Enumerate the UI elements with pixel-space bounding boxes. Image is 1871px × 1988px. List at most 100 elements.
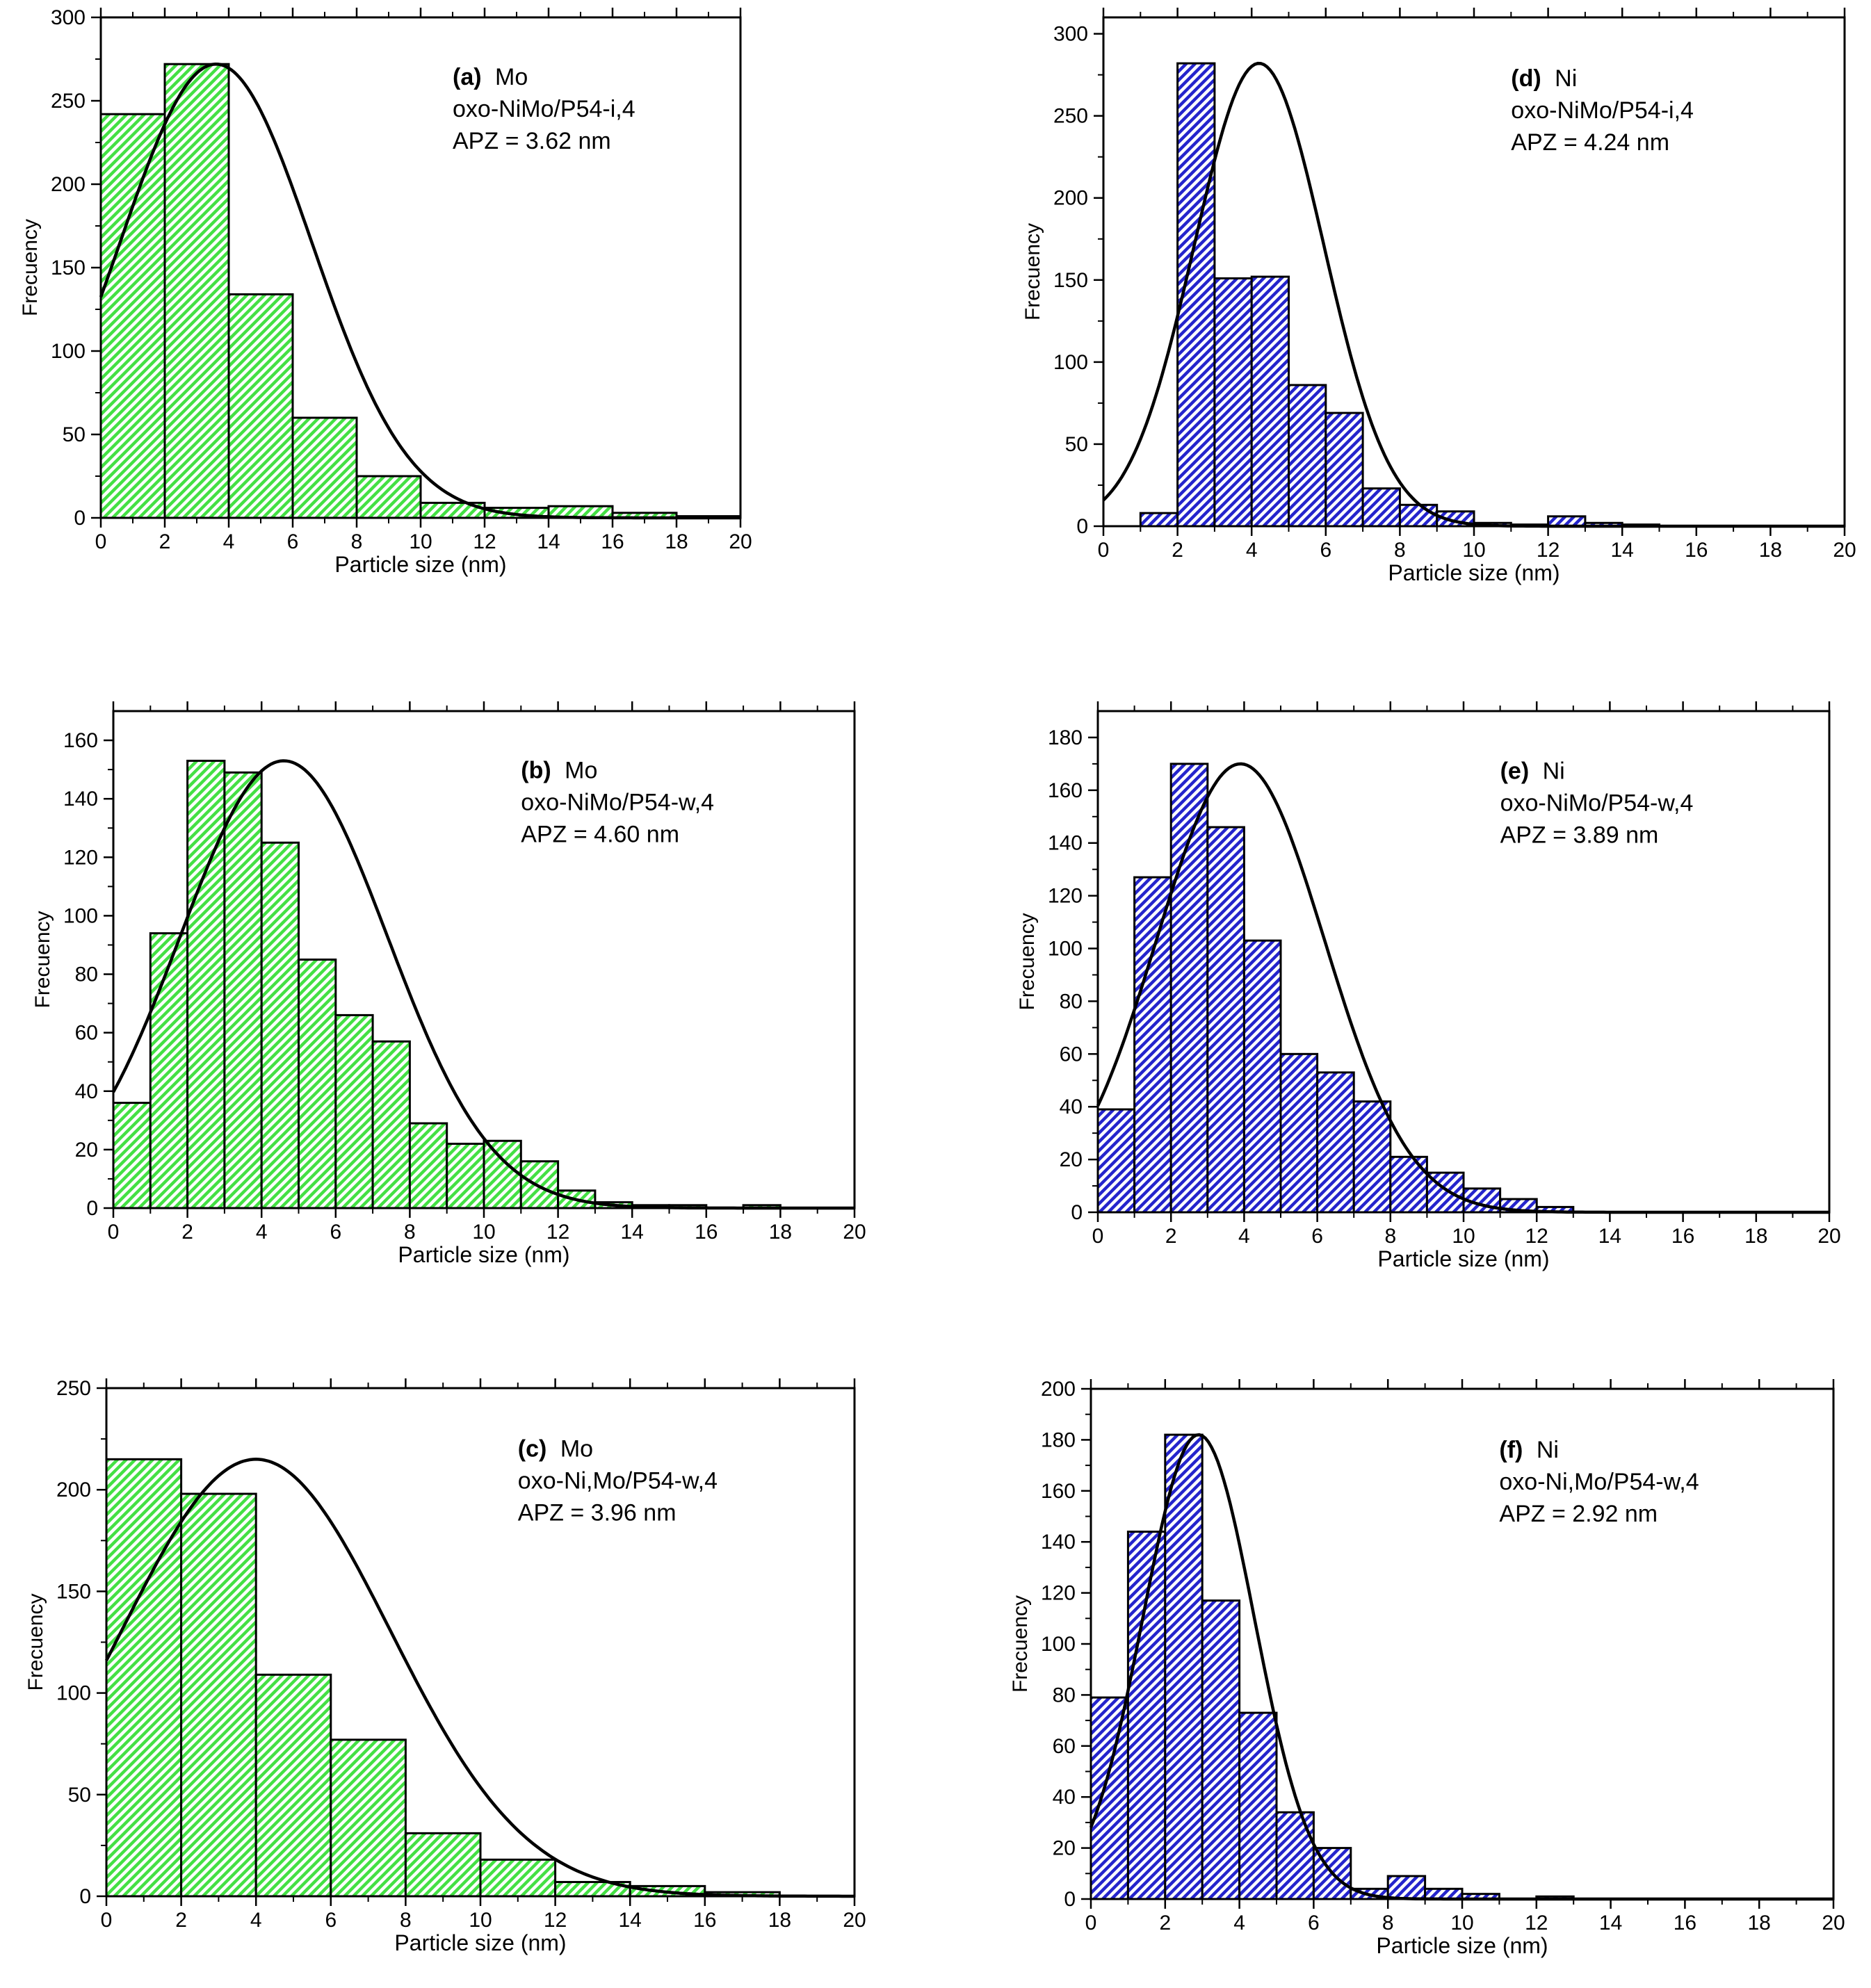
y-tick-label: 140 [1048, 832, 1083, 855]
y-axis-label: Frecuency [1009, 1595, 1032, 1693]
axis-ticks: 0 2 4 6 8 10 12 14 16 18 20 0 20 40 60 80 100 120 140 160 [63, 701, 866, 1244]
y-tick-label: 140 [63, 788, 98, 810]
histogram-bars [1096, 763, 1575, 1214]
x-tick-label: 2 [181, 1221, 193, 1244]
sample-label: oxo-NiMo/P54-w,4 [521, 790, 714, 816]
annotation-metal: (f) Ni [1499, 1437, 1559, 1463]
x-tick-label: 20 [1822, 1912, 1845, 1934]
y-tick-label: 150 [1053, 269, 1088, 292]
x-tick-label: 8 [404, 1221, 416, 1244]
x-axis-label: Particle size (nm) [334, 552, 506, 577]
y-axis-label: Frecuency [19, 219, 42, 316]
histogram-bar [163, 63, 230, 519]
histogram-bar [1133, 876, 1172, 1214]
apz-label: APZ = 4.60 nm [521, 822, 679, 848]
panel-f: 0 2 4 6 8 10 12 14 16 18 2002040608010012014016018… [1009, 1378, 1845, 1958]
histogram-bar [298, 959, 337, 1209]
y-tick-label: 180 [1048, 726, 1083, 749]
apz-label: APZ = 3.89 nm [1500, 822, 1659, 848]
y-tick-label: 0 [86, 1197, 98, 1220]
y-tick-label: 200 [51, 173, 86, 196]
histogram-bar [105, 1458, 183, 1898]
y-tick-label: 250 [51, 90, 86, 113]
histogram-bar [1169, 763, 1209, 1214]
histogram-bar [1275, 1811, 1315, 1900]
histogram-bar [483, 1139, 522, 1209]
x-tick-label: 6 [330, 1221, 341, 1244]
x-tick-label: 10 [472, 1221, 495, 1244]
annotation-metal: (e) Ni [1500, 758, 1565, 784]
histogram-bar [1096, 1108, 1136, 1214]
x-tick-label: 6 [1311, 1225, 1323, 1248]
histogram-bar [479, 1858, 557, 1898]
x-tick-label: 0 [1092, 1225, 1104, 1248]
histogram-bar [1325, 412, 1364, 528]
x-tick-label: 14 [619, 1909, 642, 1932]
x-tick-label: 10 [1452, 1225, 1475, 1248]
x-tick-label: 4 [1238, 1225, 1250, 1248]
annotation-metal: (c) Mo [518, 1436, 593, 1463]
panel-tag: (f) [1499, 1437, 1523, 1463]
x-tick-label: 18 [1748, 1912, 1771, 1934]
y-tick-label: 140 [1041, 1531, 1076, 1554]
y-tick-label: 0 [1071, 1201, 1083, 1224]
x-tick-label: 20 [729, 530, 752, 553]
histogram-bar [1213, 277, 1253, 528]
y-tick-label: 160 [63, 729, 98, 752]
x-tick-label: 14 [537, 530, 560, 553]
y-tick-label: 60 [1060, 1043, 1083, 1066]
x-tick-label: 0 [101, 1909, 113, 1932]
annotation-metal: (d) Ni [1511, 65, 1577, 92]
y-tick-label: 100 [56, 1682, 91, 1705]
x-tick-label: 12 [1537, 539, 1560, 562]
x-tick-label: 6 [287, 530, 299, 553]
y-tick-label: 60 [1053, 1735, 1076, 1758]
y-tick-label: 100 [51, 340, 86, 363]
histogram-bar [254, 1673, 332, 1898]
x-tick-label: 4 [250, 1909, 262, 1932]
x-tick-label: 16 [1671, 1225, 1694, 1248]
x-tick-label: 12 [544, 1909, 567, 1932]
x-tick-label: 0 [1085, 1912, 1097, 1934]
x-tick-label: 6 [1320, 539, 1331, 562]
histogram-bar [1398, 503, 1439, 528]
y-tick-label: 20 [75, 1139, 98, 1162]
x-tick-label: 18 [768, 1909, 791, 1932]
x-tick-label: 10 [409, 530, 432, 553]
x-tick-label: 16 [1685, 539, 1708, 562]
x-tick-label: 10 [1462, 539, 1485, 562]
histogram-bar [1352, 1100, 1392, 1214]
histogram-bar [99, 113, 166, 519]
x-tick-label: 4 [256, 1221, 268, 1244]
panel-tag: (b) [521, 758, 551, 784]
histogram-bar [355, 475, 422, 519]
y-tick-label: 20 [1060, 1148, 1083, 1171]
y-tick-label: 80 [1060, 990, 1083, 1013]
x-tick-label: 12 [473, 530, 496, 553]
histogram-bar [1164, 1433, 1204, 1900]
y-axis-label: Frecuency [31, 911, 54, 1008]
histogram-bar [1242, 939, 1282, 1214]
x-tick-label: 0 [1098, 539, 1110, 562]
histogram-bar [1361, 487, 1401, 528]
sample-label: oxo-Ni,Mo/P54-w,4 [1499, 1469, 1699, 1495]
panel-b: 0 2 4 6 8 10 12 14 16 18 20 0 20 40 60 80 100 120 140 160 P… [31, 701, 866, 1267]
y-tick-label: 250 [56, 1377, 91, 1400]
x-tick-label: 4 [1246, 539, 1258, 562]
x-tick-label: 2 [1159, 1912, 1171, 1934]
y-tick-label: 60 [75, 1022, 98, 1045]
histogram-bar [334, 1013, 374, 1209]
metal-label: Mo [560, 1436, 593, 1463]
histogram-bars [112, 760, 781, 1209]
metal-label: Ni [1555, 65, 1577, 92]
x-tick-label: 20 [1817, 1225, 1840, 1248]
y-tick-label: 200 [56, 1478, 91, 1501]
y-tick-label: 0 [79, 1885, 91, 1908]
sample-label: oxo-NiMo/P54-i,4 [453, 96, 635, 122]
histogram-bar [1238, 1711, 1278, 1900]
histogram-bar [1206, 826, 1245, 1214]
